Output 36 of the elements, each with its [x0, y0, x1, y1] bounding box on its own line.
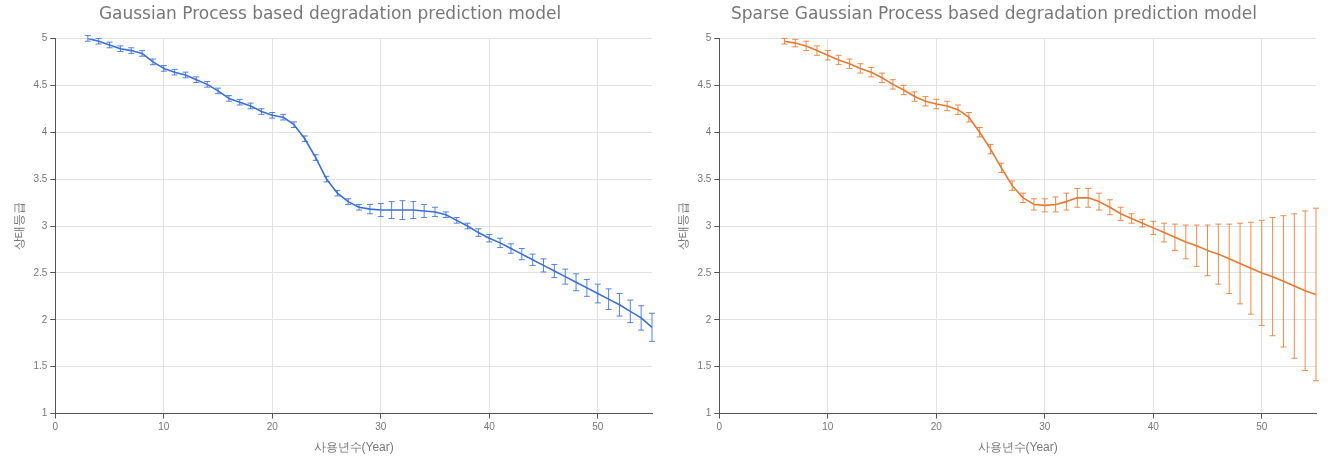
- x-tick-label: 10: [158, 421, 170, 433]
- y-tick-label: 3.5: [697, 172, 712, 184]
- y-axis-title: 상태등급: [675, 202, 690, 250]
- y-tick-label: 1.5: [33, 360, 48, 372]
- y-tick-label: 4.5: [697, 79, 712, 91]
- x-tick-label: 0: [716, 421, 723, 433]
- y-tick-label: 5: [705, 32, 712, 44]
- chart-title: Gaussian Process based degradation prediction model: [98, 2, 562, 23]
- y-tick-label: 2.5: [697, 266, 712, 278]
- y-tick-label: 2: [705, 313, 712, 325]
- y-tick-label: 4.5: [33, 79, 48, 91]
- x-tick-label: 10: [822, 421, 834, 433]
- x-tick-label: 50: [1256, 421, 1268, 433]
- x-axis-title: 사용년수(Year): [313, 440, 394, 455]
- x-tick-label: 30: [1039, 421, 1051, 433]
- y-tick-label: 3: [705, 219, 712, 231]
- x-axis-title: 사용년수(Year): [977, 440, 1058, 455]
- x-tick-label: 20: [930, 421, 943, 433]
- x-tick-label: 40: [483, 421, 496, 433]
- y-tick-label: 4: [41, 125, 48, 137]
- x-tick-label: 40: [1147, 421, 1160, 433]
- x-tick-label: 20: [266, 421, 279, 433]
- y-tick-label: 1: [705, 407, 712, 419]
- x-tick-label: 0: [52, 421, 59, 433]
- y-tick-label: 2.5: [33, 266, 48, 278]
- x-tick-label: 30: [375, 421, 387, 433]
- y-axis-title: 상태등급: [11, 202, 26, 250]
- y-tick-label: 3: [41, 219, 48, 231]
- y-tick-label: 1.5: [697, 360, 712, 372]
- y-tick-label: 1: [41, 407, 48, 419]
- y-tick-label: 4: [705, 125, 712, 137]
- chart-title: Sparse Gaussian Process based degradation prediction model: [731, 2, 1257, 23]
- y-tick-label: 3.5: [33, 172, 48, 184]
- y-tick-label: 5: [41, 32, 48, 44]
- y-tick-label: 2: [41, 313, 48, 325]
- x-tick-label: 50: [592, 421, 604, 433]
